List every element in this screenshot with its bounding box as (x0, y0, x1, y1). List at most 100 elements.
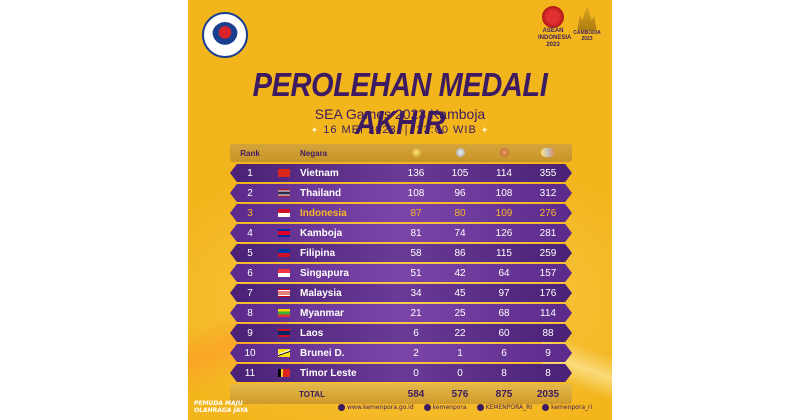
gold-cell: 108 (407, 187, 425, 199)
gold-cell: 136 (407, 167, 425, 179)
silver-cell: 80 (454, 207, 466, 219)
table-row: 11 Timor Leste 0 0 8 8 (230, 364, 572, 382)
separator: | (404, 124, 409, 136)
flag-cell (270, 369, 298, 377)
table-row: 2 Thailand 108 96 108 312 (230, 184, 572, 202)
country-cell: Vietnam (300, 167, 339, 179)
table-row: 1 Vietnam 136 105 114 355 (230, 164, 572, 182)
indonesia-flag-icon (278, 209, 290, 217)
bronze-cell: 6 (501, 347, 507, 359)
silver-medal-icon (455, 147, 465, 157)
gold-cell: 34 (410, 287, 422, 299)
silver-cell: 96 (454, 187, 466, 199)
table-header: Rank Negara (230, 144, 572, 162)
bronze-cell: 8 (501, 367, 507, 379)
silver-cell: 22 (454, 327, 466, 339)
star-icon: ✦ (480, 125, 490, 135)
slogan: PEMUDA MAJU OLAHRAGA JAYA (194, 400, 248, 414)
total-cell: 114 (540, 307, 556, 319)
rank-cell: 7 (247, 287, 253, 299)
flag-cell (270, 309, 298, 317)
flag-cell (270, 169, 298, 177)
rank-cell: 5 (247, 247, 253, 259)
instagram-link[interactable]: kemenpora (423, 404, 467, 411)
website-text: www.kemenpora.go.id (347, 404, 414, 411)
facebook-link[interactable]: kemenpora_ri (542, 404, 592, 411)
gold-cell: 6 (413, 327, 419, 339)
flag-cell (270, 289, 298, 297)
bronze-cell: 108 (495, 187, 513, 199)
flag-cell (270, 249, 298, 257)
total-silver: 576 (451, 388, 469, 400)
gold-cell: 0 (413, 367, 419, 379)
bronze-medal-icon (499, 147, 509, 157)
silver-cell: 105 (451, 167, 469, 179)
twitter-icon (476, 404, 484, 411)
instagram-text: kemenpora (432, 404, 467, 411)
bronze-cell: 126 (495, 227, 513, 239)
malaysia-flag-icon (278, 289, 290, 297)
rank-cell: 11 (244, 367, 256, 379)
total-all: 2035 (536, 388, 560, 400)
silver-cell: 25 (454, 307, 466, 319)
total-cell: 176 (539, 287, 557, 299)
silver-cell: 0 (457, 367, 463, 379)
table-row: 4 Kamboja 81 74 126 281 (230, 224, 572, 242)
dateline: ✦ 16 MEI 2023 | 23:00 WIB ✦ (188, 124, 612, 136)
rank-cell: 1 (247, 167, 253, 179)
country-cell: Laos (300, 327, 324, 339)
time-text: 23:00 WIB (416, 124, 477, 136)
table-row: 5 Filipina 58 86 115 259 (230, 244, 572, 262)
country-cell: Thailand (300, 187, 342, 199)
country-cell: Indonesia (300, 207, 347, 219)
table-row: 6 Singapura 51 42 64 157 (230, 264, 572, 282)
total-cell: 259 (539, 247, 557, 259)
social-links: www.kemenpora.go.id kemenpora KEMENPORA_… (338, 404, 592, 411)
instagram-icon (423, 404, 431, 411)
gold-cell: 2 (413, 347, 419, 359)
rank-cell: 3 (247, 207, 253, 219)
header-silver (438, 147, 482, 159)
total-cell: 88 (542, 327, 554, 339)
facebook-icon (542, 404, 550, 411)
temple-icon (577, 6, 597, 30)
table-row: 9 Laos 6 22 60 88 (230, 324, 572, 342)
gold-cell: 87 (410, 207, 422, 219)
star-icon: ✦ (310, 125, 320, 135)
singapore-flag-icon (278, 269, 290, 277)
laos-flag-icon (278, 329, 290, 337)
table-row: 10 Brunei D. 2 1 6 9 (230, 344, 572, 362)
gold-cell: 81 (410, 227, 422, 239)
slogan-line-2: OLAHRAGA JAYA (194, 407, 249, 414)
silver-cell: 86 (454, 247, 466, 259)
twitter-link[interactable]: KEMENPORA_RI (476, 404, 533, 411)
slogan-line-1: PEMUDA MAJU (194, 400, 243, 407)
asean-logo-text-3: 2023 (546, 42, 560, 48)
total-label: TOTAL (299, 389, 325, 399)
page-title: PEROLEHAN MEDALI AKHIR (252, 66, 548, 141)
flag-cell (270, 189, 298, 197)
vietnam-flag-icon (278, 169, 290, 177)
country-cell: Malaysia (300, 287, 342, 299)
rank-cell: 9 (247, 327, 253, 339)
table-row: 8 Myanmar 21 25 68 114 (230, 304, 572, 322)
asean-logo-text-2: INDONESIA (538, 35, 572, 41)
medal-table: Rank Negara 1 Vietnam 136 105 114 355 2 Thailan… (230, 144, 572, 404)
total-cell: 355 (539, 167, 557, 179)
total-cell: 312 (539, 187, 557, 199)
total-cell: 157 (539, 267, 557, 279)
cambodia-flag-icon (278, 229, 290, 237)
gold-cell: 21 (410, 307, 422, 319)
header-country: Negara (300, 148, 328, 158)
total-medals-icon (541, 147, 555, 157)
gold-cell: 51 (410, 267, 422, 279)
silver-cell: 42 (454, 267, 466, 279)
sun-icon (542, 6, 564, 28)
cambodia-logo-text: CAMBODIA 2023 (573, 30, 601, 42)
table-row: 7 Malaysia 34 45 97 176 (230, 284, 572, 302)
twitter-text: KEMENPORA_RI (485, 404, 533, 411)
asean-logo-text-1: ASEAN (542, 28, 564, 34)
silver-cell: 74 (454, 227, 466, 239)
kemenpora-emblem-icon (202, 12, 248, 58)
website-link[interactable]: www.kemenpora.go.id (338, 404, 414, 411)
